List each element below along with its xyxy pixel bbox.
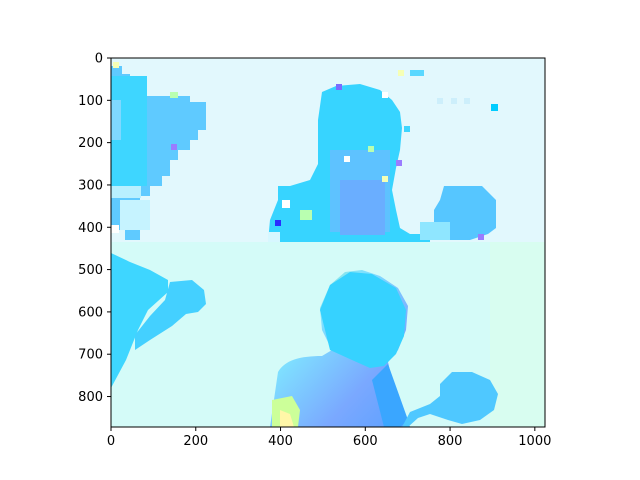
accent-top [398, 70, 404, 76]
x-tick-label: 200 [183, 434, 208, 449]
x-tick-label: 1000 [518, 434, 551, 449]
accent-top [491, 104, 498, 111]
x-tick-label: 800 [438, 434, 463, 449]
y-tick-label: 100 [78, 94, 103, 109]
region-upper-right [420, 186, 496, 240]
x-tick-label: 400 [268, 434, 293, 449]
x-tick-label: 600 [353, 434, 378, 449]
y-tick-label: 800 [78, 390, 103, 405]
x-tick-label: 0 [107, 434, 115, 449]
y-tick-label: 300 [78, 178, 103, 193]
region-lower-right [402, 372, 498, 427]
region-upper-left [111, 62, 206, 240]
region-upper-center [268, 84, 430, 242]
accent-top [410, 70, 424, 76]
accent-top [464, 98, 470, 104]
y-axis: 0 100 200 300 400 500 600 700 800 [78, 52, 111, 405]
lower-background-right [490, 242, 545, 427]
y-tick-label: 400 [78, 221, 103, 236]
plot-frame [110, 57, 546, 428]
accent-top [437, 98, 443, 104]
accent-top [451, 98, 457, 104]
y-tick-label: 0 [95, 52, 103, 67]
y-tick-label: 600 [78, 305, 103, 320]
region-lower-left [111, 253, 206, 388]
x-axis: 0 200 400 600 800 1000 [107, 427, 551, 449]
y-tick-label: 200 [78, 136, 103, 151]
region-lower-center [270, 270, 410, 427]
y-tick-label: 500 [78, 263, 103, 278]
y-tick-label: 700 [78, 348, 103, 363]
heatmap-image [111, 58, 545, 427]
